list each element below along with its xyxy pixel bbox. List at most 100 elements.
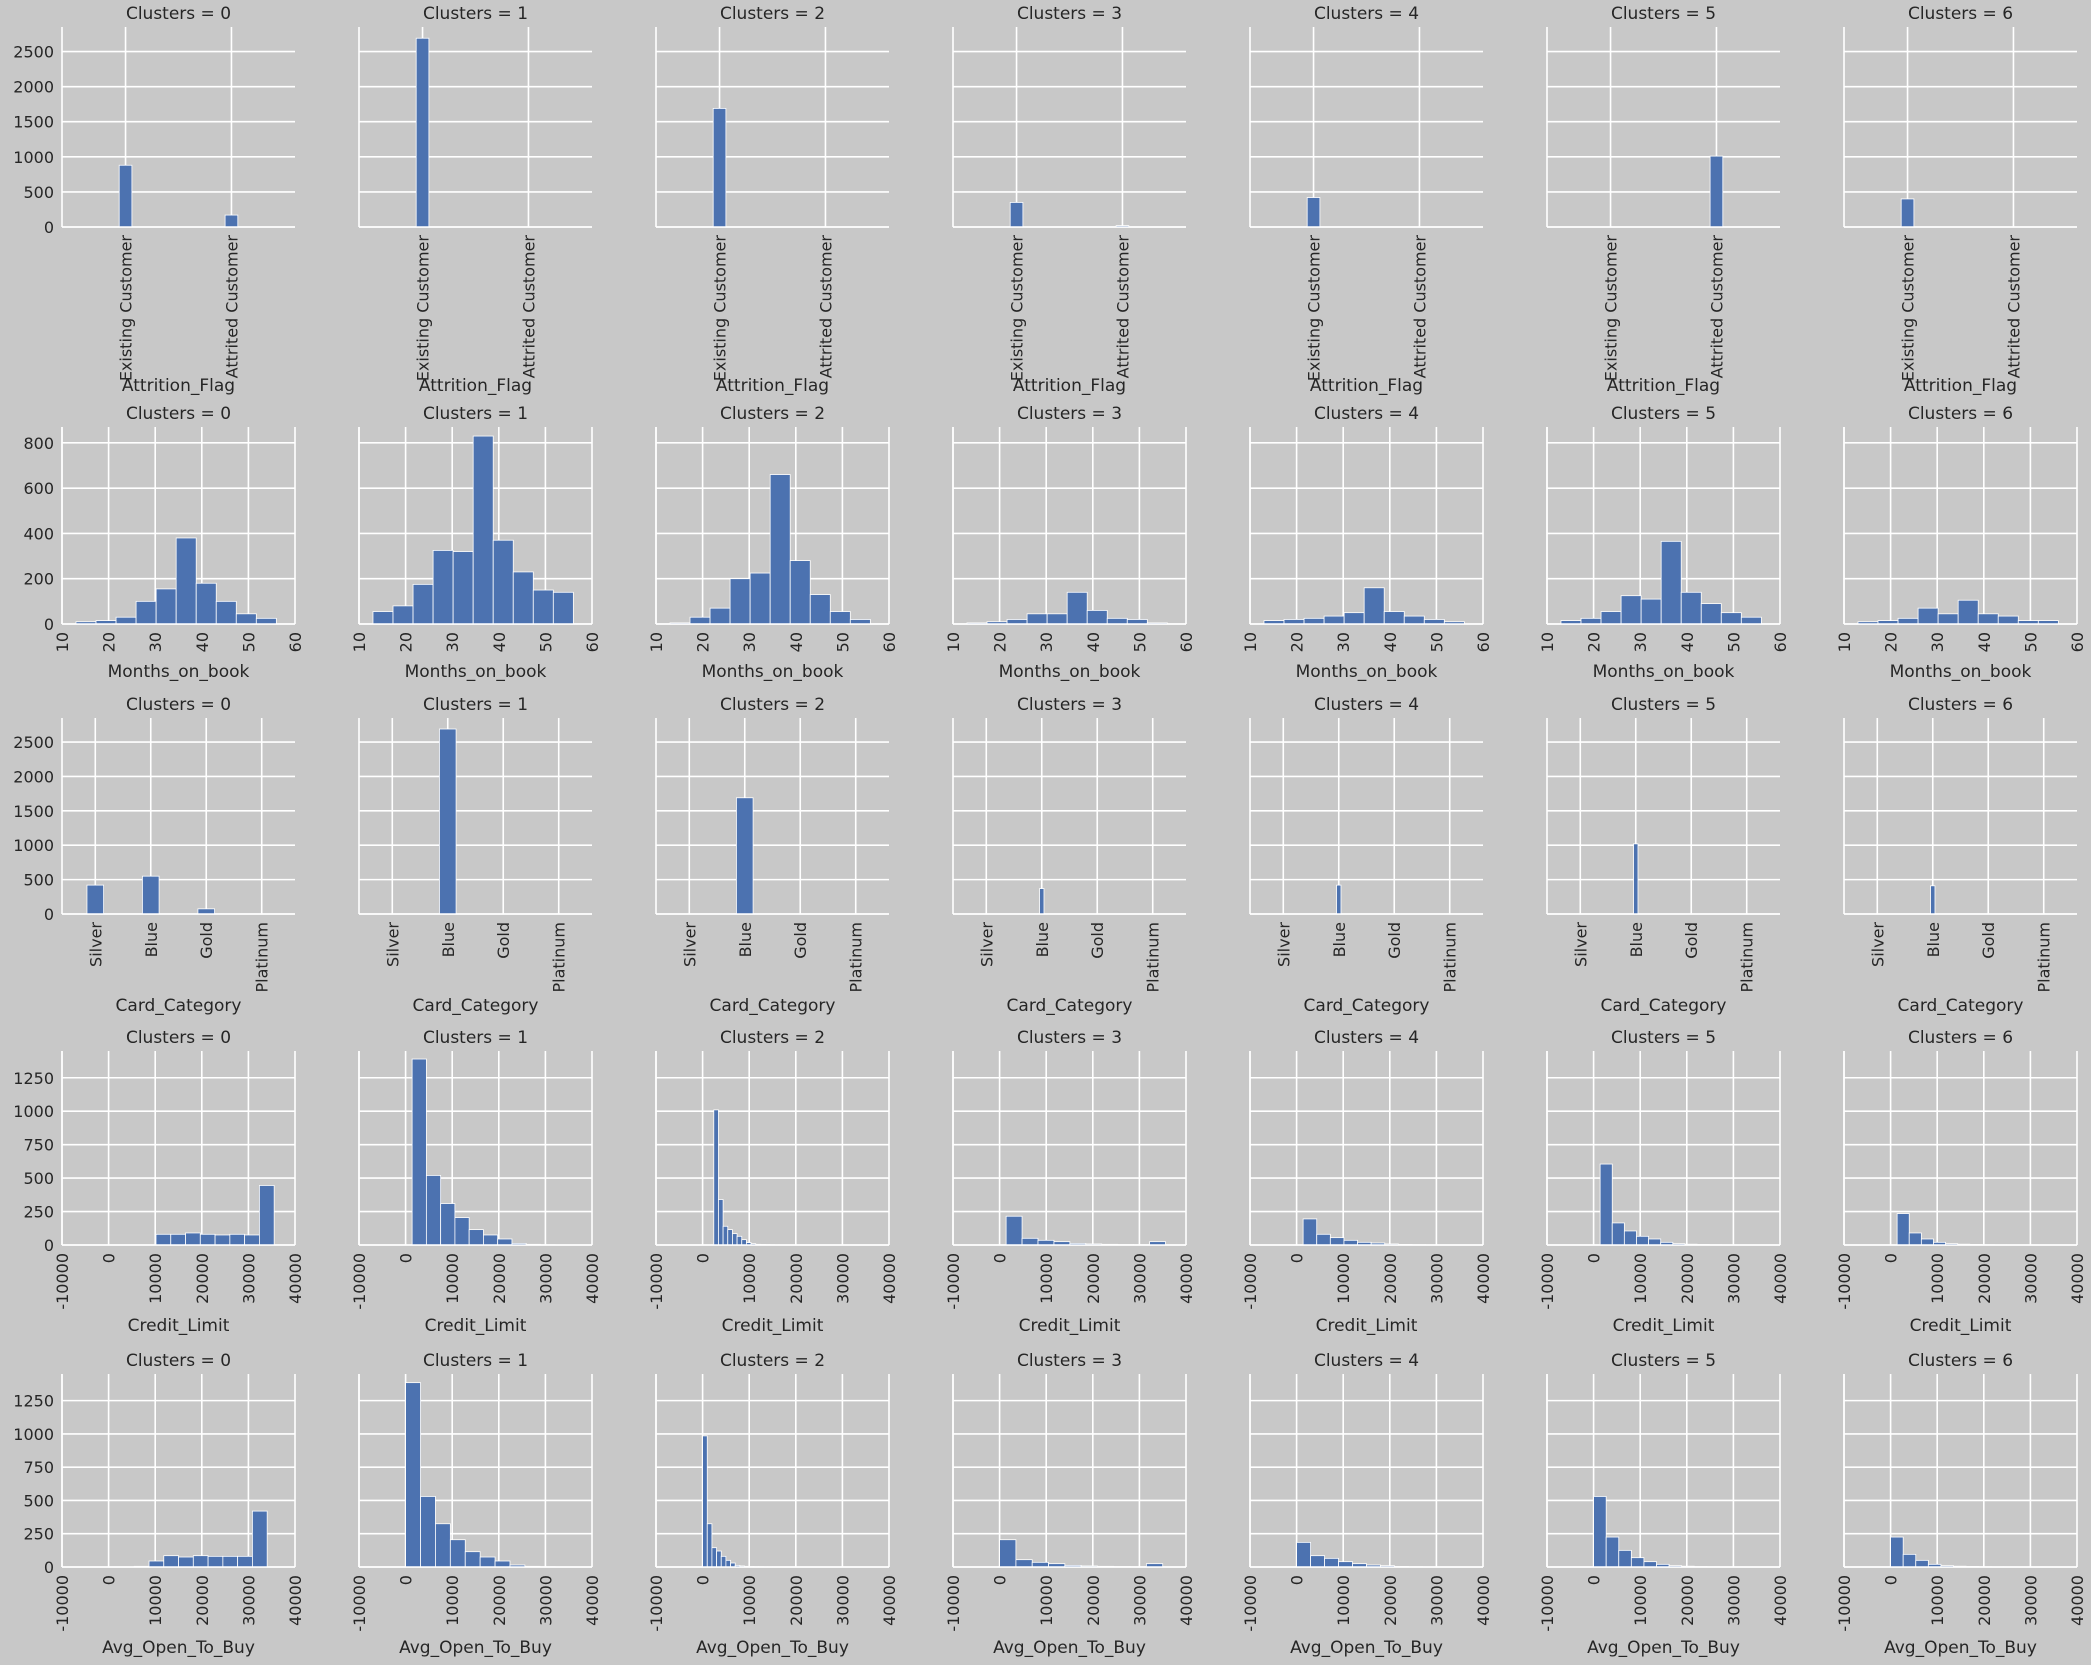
facet-title: Clusters = 2 bbox=[720, 1028, 825, 1048]
x-tick-label: Attrited Customer bbox=[1707, 235, 1726, 379]
histogram-bar bbox=[789, 560, 811, 625]
facet-title: Clusters = 0 bbox=[126, 404, 231, 424]
facet-title: Clusters = 4 bbox=[1314, 1028, 1419, 1048]
y-tick-label: 200 bbox=[23, 570, 54, 589]
x-tick-label: Attrited Customer bbox=[519, 235, 538, 379]
bar bbox=[224, 214, 239, 228]
x-tick-label: 10000 bbox=[1928, 1253, 1947, 1304]
facet-title: Clusters = 1 bbox=[423, 1028, 528, 1048]
x-tick-label: 40000 bbox=[286, 1253, 305, 1304]
histogram-bar bbox=[732, 1233, 738, 1246]
facet-title: Clusters = 0 bbox=[126, 1351, 231, 1371]
y-tick-label: 1250 bbox=[13, 1069, 54, 1088]
y-tick-label: 0 bbox=[44, 218, 54, 237]
x-tick-label: 10 bbox=[53, 632, 72, 652]
x-tick-label: 10 bbox=[1241, 632, 1260, 652]
histogram-bar bbox=[1680, 591, 1702, 625]
histogram-bar bbox=[244, 1234, 260, 1246]
x-axis-label: Credit_Limit bbox=[128, 1316, 230, 1336]
x-tick-label: -10000 bbox=[53, 1253, 72, 1310]
y-tick-label: 1000 bbox=[13, 836, 54, 855]
histogram-bar bbox=[1303, 617, 1325, 625]
histogram-bar bbox=[1329, 1237, 1345, 1246]
y-tick-label: 250 bbox=[23, 1525, 54, 1544]
histogram-bar bbox=[192, 1555, 209, 1568]
bar bbox=[1039, 888, 1045, 915]
x-tick-label: 30 bbox=[740, 632, 759, 652]
histogram-bar bbox=[702, 1435, 708, 1568]
histogram-bar bbox=[237, 1555, 253, 1568]
histogram-bar bbox=[1383, 611, 1405, 625]
x-axis-label: Credit_Limit bbox=[1316, 1316, 1418, 1336]
x-tick-label: 20 bbox=[991, 632, 1010, 652]
y-tick-label: 0 bbox=[44, 1558, 54, 1577]
histogram-bar bbox=[1323, 615, 1345, 625]
x-tick-label: 30000 bbox=[1130, 1253, 1149, 1304]
x-tick-label: 40000 bbox=[1771, 1253, 1790, 1304]
facet-r4-c1: Clusters = 1 -10000 0 10000 20000 30000 40000 A… bbox=[350, 1351, 602, 1658]
histogram-bar bbox=[736, 1235, 743, 1246]
x-axis-label: Card_Category bbox=[1304, 996, 1430, 1016]
x-axis-label: Avg_Open_To_Buy bbox=[102, 1638, 255, 1658]
histogram-bar bbox=[727, 1229, 733, 1246]
x-axis-label: Attrition_Flag bbox=[1607, 376, 1720, 396]
histogram-bar bbox=[207, 1555, 224, 1568]
x-tick-label: 50 bbox=[239, 632, 258, 652]
facet-title: Clusters = 4 bbox=[1314, 1351, 1419, 1371]
y-tick-label: 750 bbox=[23, 1136, 54, 1155]
y-tick-label: 500 bbox=[23, 183, 54, 202]
facet-title: Clusters = 0 bbox=[126, 695, 231, 715]
x-tick-label: 40000 bbox=[2068, 1575, 2087, 1626]
facet-r1-c1: Clusters = 1 10 20 30 40 50 60 Months_on_book bbox=[350, 404, 602, 682]
facet-r3-c4: Clusters = 4 -10000 0 10000 20000 30000 40000 C… bbox=[1241, 1028, 1493, 1336]
x-axis-label: Card_Category bbox=[1898, 996, 2024, 1016]
x-axis-label: Card_Category bbox=[413, 996, 539, 1016]
x-tick-label: -10000 bbox=[1241, 1575, 1260, 1632]
histogram-bar bbox=[1915, 1559, 1929, 1568]
x-tick-label: 0 bbox=[1288, 1253, 1307, 1263]
histogram-bar bbox=[713, 1109, 719, 1246]
histogram-bar bbox=[252, 1510, 268, 1568]
facet-title: Clusters = 5 bbox=[1611, 4, 1716, 24]
facet-title: Clusters = 1 bbox=[423, 4, 528, 24]
histogram-bar bbox=[709, 607, 731, 625]
x-tick-label: 30000 bbox=[1427, 1253, 1446, 1304]
x-tick-label: Silver bbox=[680, 922, 699, 967]
facet-r1-c5: Clusters = 5 10 20 30 40 50 60 Months_on_book bbox=[1538, 404, 1790, 682]
histogram-bar bbox=[454, 1217, 470, 1246]
histogram-bar bbox=[392, 605, 414, 625]
histogram-bar bbox=[1600, 611, 1622, 625]
y-tick-label: 0 bbox=[44, 615, 54, 634]
histogram-bar bbox=[148, 1560, 165, 1568]
histogram-bar bbox=[718, 1199, 724, 1246]
x-tick-label: 0 bbox=[397, 1253, 416, 1263]
y-tick-label: 500 bbox=[23, 1491, 54, 1510]
histogram-bar bbox=[1890, 1536, 1904, 1568]
facet-title: Clusters = 2 bbox=[720, 404, 825, 424]
x-tick-label: 40000 bbox=[880, 1575, 899, 1626]
x-tick-label: 10000 bbox=[1928, 1575, 1947, 1626]
histogram-bar bbox=[468, 1229, 484, 1246]
x-tick-label: 0 bbox=[100, 1253, 119, 1263]
x-tick-label: 50 bbox=[2021, 632, 2040, 652]
histogram-bar bbox=[1021, 1237, 1039, 1246]
x-tick-label: 20000 bbox=[1678, 1253, 1697, 1304]
x-tick-label: Platinum bbox=[1144, 922, 1163, 992]
x-axis-label: Card_Category bbox=[1601, 996, 1727, 1016]
bar bbox=[439, 728, 457, 915]
x-tick-label: 60 bbox=[880, 632, 899, 652]
x-tick-label: Gold bbox=[1088, 922, 1107, 959]
x-tick-label: 0 bbox=[1882, 1575, 1901, 1585]
x-tick-label: Blue bbox=[142, 922, 161, 957]
y-tick-label: 2500 bbox=[13, 733, 54, 752]
x-tick-label: 30 bbox=[443, 632, 462, 652]
histogram-bar bbox=[175, 537, 197, 625]
histogram-bar bbox=[411, 1058, 427, 1246]
x-tick-label: Blue bbox=[1924, 922, 1943, 957]
facet-r0-c0: Clusters = 0 0 500 1000 1500 2000 2500 Existing… bbox=[13, 4, 295, 396]
x-tick-label: Silver bbox=[86, 922, 105, 967]
x-tick-label: 20 bbox=[1585, 632, 1604, 652]
facet-title: Clusters = 4 bbox=[1314, 695, 1419, 715]
x-tick-label: 20000 bbox=[787, 1253, 806, 1304]
facet-r0-c3: Clusters = 3 Existing Customer Attrited Cu… bbox=[952, 4, 1186, 396]
